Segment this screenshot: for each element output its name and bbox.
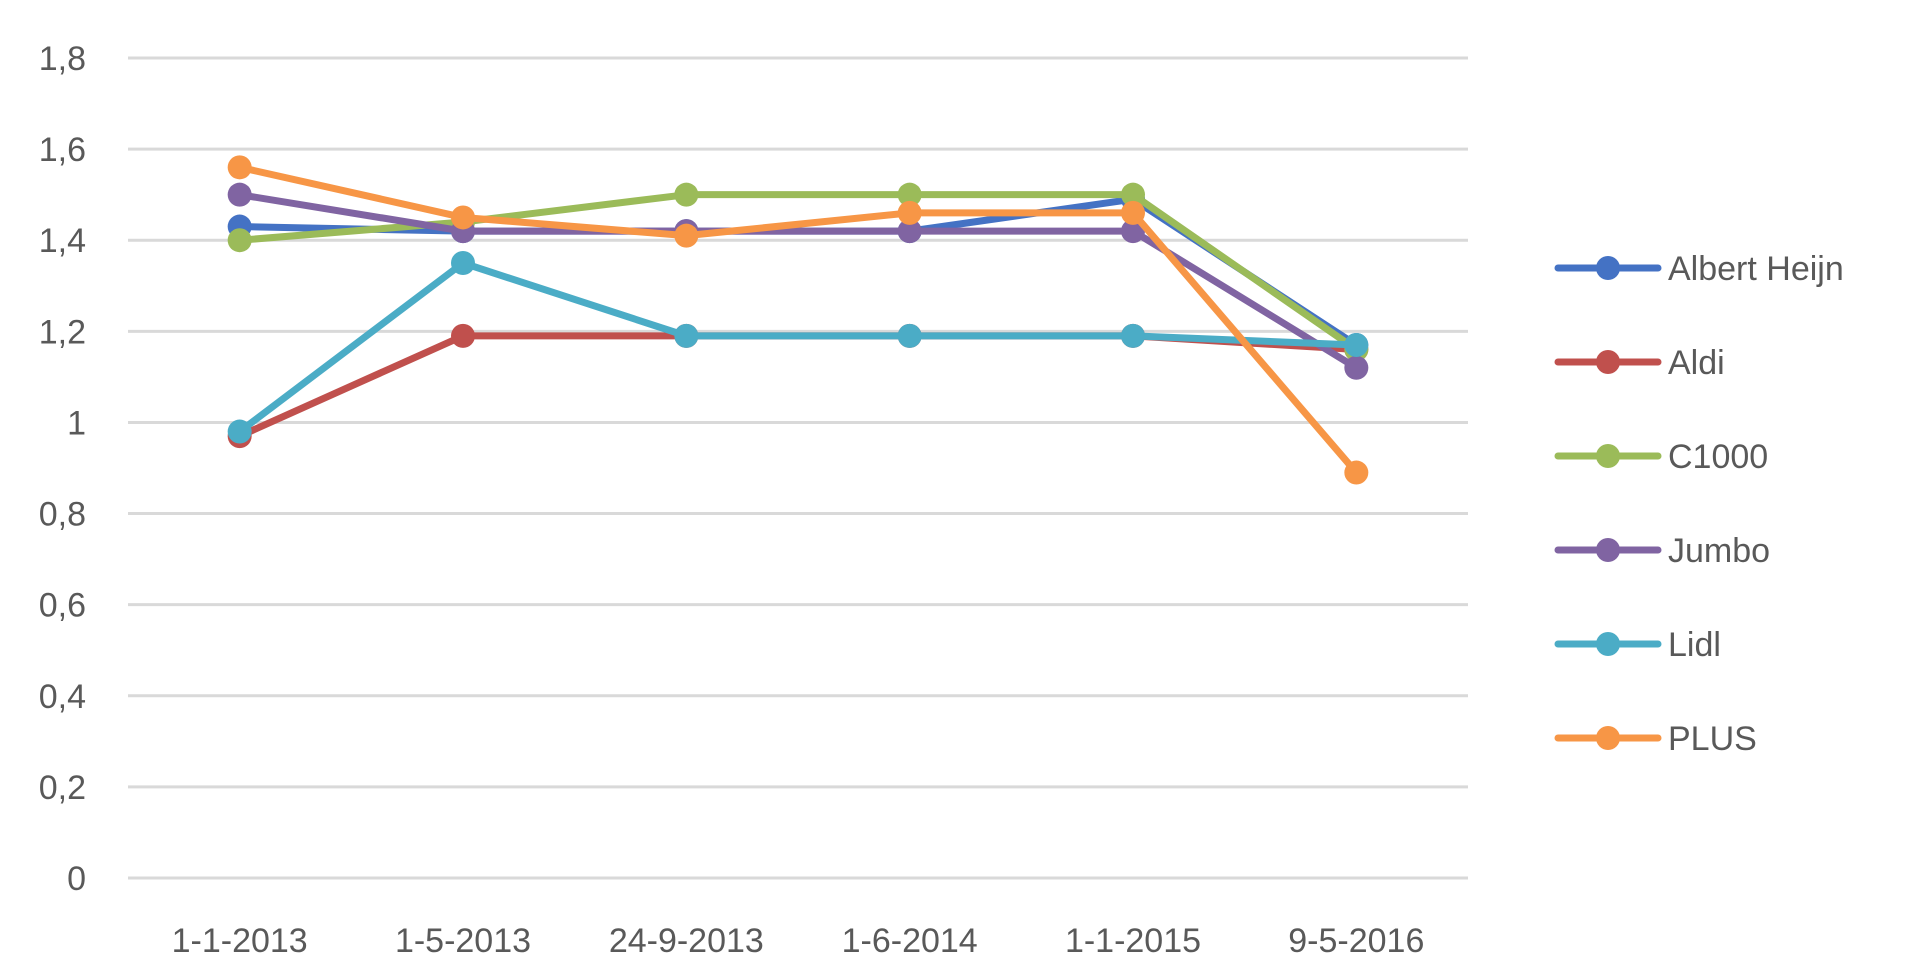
legend-item: Aldi	[1554, 344, 1725, 382]
x-tick-label: 1-5-2013	[395, 922, 531, 960]
data-point	[674, 182, 699, 207]
legend-label: Lidl	[1668, 626, 1721, 664]
legend-label: Aldi	[1668, 344, 1725, 382]
legend-label: Albert Heijn	[1668, 250, 1844, 288]
y-tick-label: 0,6	[39, 587, 86, 625]
x-tick-label: 1-1-2015	[1065, 922, 1201, 960]
data-point	[1121, 200, 1145, 225]
y-tick-label: 1,4	[39, 222, 86, 260]
y-tick-label: 0	[67, 860, 86, 898]
legend-item: Albert Heijn	[1554, 250, 1844, 288]
series-jumbo	[227, 182, 1369, 380]
y-axis-ticks: 0 0,2 0,4 0,6 0,8 1 1,2 1,4 1,6 1,8	[39, 40, 86, 898]
data-point	[674, 323, 699, 348]
y-tick-label: 1,8	[39, 40, 86, 78]
data-point	[227, 228, 252, 253]
legend-item: C1000	[1554, 438, 1768, 476]
series-plus	[227, 155, 1369, 485]
data-point	[1344, 355, 1369, 380]
y-tick-label: 1,2	[39, 313, 86, 351]
legend-label: Jumbo	[1668, 532, 1770, 570]
y-tick-label: 0,2	[39, 769, 86, 807]
x-tick-label: 9-5-2016	[1288, 922, 1424, 960]
legend-label: PLUS	[1668, 720, 1757, 758]
data-point	[1344, 460, 1369, 485]
series-lines	[227, 155, 1369, 485]
y-tick-label: 0,8	[39, 496, 86, 534]
legend-marker	[1596, 444, 1620, 468]
data-point	[674, 223, 699, 248]
x-tick-label: 24-9-2013	[609, 922, 764, 960]
x-tick-label: 1-6-2014	[842, 922, 978, 960]
data-point	[227, 419, 252, 444]
data-point	[1344, 333, 1369, 357]
legend-marker	[1596, 632, 1620, 656]
data-point	[897, 200, 922, 225]
y-tick-label: 1,6	[39, 131, 86, 169]
series-line	[236, 163, 1360, 477]
x-axis-ticks: 1-1-2013 1-5-2013 24-9-2013 1-6-2014 1-1-201…	[172, 922, 1425, 960]
legend-label: C1000	[1668, 438, 1768, 476]
legend-marker	[1596, 350, 1620, 374]
data-point	[227, 155, 252, 180]
data-point	[451, 251, 475, 275]
data-point	[897, 182, 922, 207]
gridlines	[128, 56, 1468, 880]
legend-marker	[1596, 538, 1620, 562]
series-line	[236, 259, 1360, 436]
legend-item: Jumbo	[1554, 532, 1770, 570]
data-point	[1121, 182, 1145, 207]
data-point	[451, 205, 475, 230]
series-lidl	[227, 251, 1369, 444]
data-point	[897, 323, 922, 348]
x-tick-label: 1-1-2013	[172, 922, 308, 960]
series-aldi	[227, 323, 1369, 449]
series-line	[236, 191, 1360, 354]
legend-item: Lidl	[1554, 626, 1721, 664]
data-point	[451, 323, 475, 348]
legend: Albert Heijn Aldi C1000 Jumbo Lidl PLUS	[1554, 250, 1844, 758]
data-point	[897, 219, 922, 244]
legend-item: PLUS	[1554, 720, 1757, 758]
legend-marker	[1596, 726, 1620, 750]
y-tick-label: 1	[67, 404, 86, 442]
data-point	[1121, 323, 1145, 348]
data-point	[227, 182, 252, 207]
legend-marker	[1596, 256, 1620, 280]
y-tick-label: 0,4	[39, 678, 86, 716]
